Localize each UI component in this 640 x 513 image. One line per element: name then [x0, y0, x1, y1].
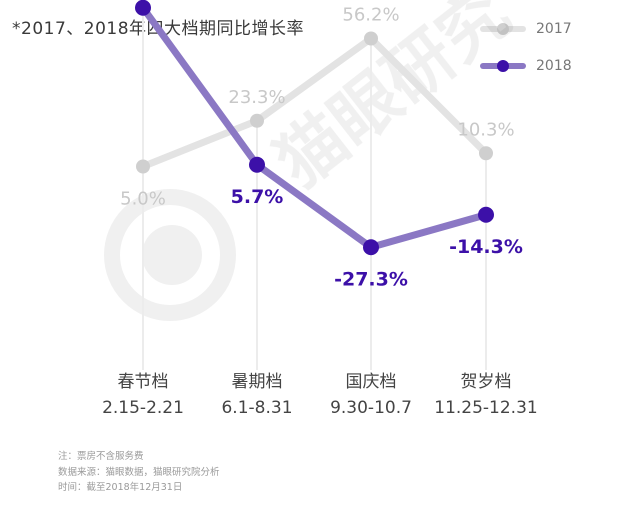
- legend-dot-2018: [497, 60, 509, 72]
- legend-label-2018: 2018: [536, 58, 572, 74]
- legend: 2017 2018: [480, 18, 572, 92]
- data-labels: 5.0%23.3%56.2%10.3%68.5%5.7%-27.3%-14.3%: [120, 5, 523, 291]
- data-label-2018-1: 5.7%: [231, 186, 284, 208]
- footnote-service-fee: 注：票房不含服务费: [58, 451, 144, 462]
- footnotes: 注：票房不含服务费 数据来源：猫眼数据，猫眼研究院分析 时间：截至2018年12…: [58, 449, 220, 496]
- data-label-2017-0: 5.0%: [120, 189, 166, 210]
- legend-dot-2017: [497, 23, 509, 35]
- x-tick-name-3: 贺岁档: [461, 372, 512, 392]
- x-tick-name-2: 国庆档: [346, 372, 397, 392]
- x-tick-range-1: 6.1-8.31: [221, 398, 292, 418]
- point-2017-0: [136, 159, 150, 174]
- legend-swatch-2017: [480, 23, 526, 35]
- x-tick-range-0: 2.15-2.21: [102, 398, 184, 418]
- point-2017-3: [479, 146, 493, 161]
- legend-swatch-2018: [480, 60, 526, 72]
- point-2017-2: [364, 31, 378, 46]
- point-2018-0: [135, 0, 151, 16]
- data-label-2017-2: 56.2%: [342, 5, 399, 26]
- x-tick-range-2: 9.30-10.7: [330, 398, 412, 418]
- x-tick-name-0: 春节档: [118, 372, 169, 392]
- point-2018-3: [478, 206, 494, 223]
- x-tick-name-1: 暑期档: [232, 372, 283, 392]
- data-label-2018-2: -27.3%: [334, 268, 408, 290]
- legend-label-2017: 2017: [536, 21, 572, 37]
- series-line-2017: [139, 35, 490, 170]
- series-line-2018: [139, 4, 490, 251]
- footnote-source: 数据来源：猫眼数据，猫眼研究院分析: [58, 466, 220, 478]
- x-axis-labels: 春节档 2.15-2.21 暑期档 6.1-8.31 国庆档 9.30-10.7 贺岁档 11…: [102, 372, 538, 418]
- point-2018-2: [363, 239, 379, 256]
- legend-item-2017: 2017: [480, 18, 572, 40]
- footnote-time: 时间：截至2018年12月31日: [58, 482, 183, 493]
- data-label-2017-3: 10.3%: [457, 119, 514, 140]
- data-label-2017-1: 23.3%: [228, 87, 285, 108]
- x-tick-range-3: 11.25-12.31: [434, 398, 537, 418]
- point-2018-1: [249, 156, 265, 173]
- series-points: [135, 0, 494, 256]
- legend-item-2018: 2018: [480, 55, 572, 77]
- point-2017-1: [250, 113, 264, 128]
- data-label-2018-3: -14.3%: [449, 236, 523, 258]
- series-lines: [139, 4, 490, 251]
